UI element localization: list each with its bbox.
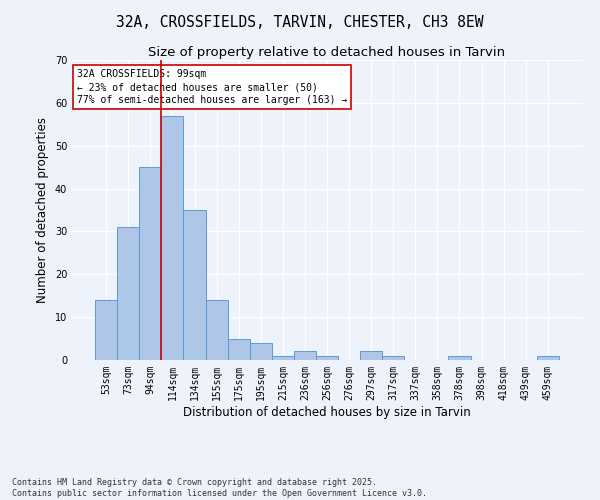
Title: Size of property relative to detached houses in Tarvin: Size of property relative to detached ho… <box>148 46 506 59</box>
Bar <box>206 300 227 360</box>
Text: 32A, CROSSFIELDS, TARVIN, CHESTER, CH3 8EW: 32A, CROSSFIELDS, TARVIN, CHESTER, CH3 8… <box>116 15 484 30</box>
Bar <box>161 116 184 360</box>
Bar <box>294 352 316 360</box>
X-axis label: Distribution of detached houses by size in Tarvin: Distribution of detached houses by size … <box>183 406 471 418</box>
Bar <box>227 338 250 360</box>
Bar <box>250 343 272 360</box>
Bar <box>95 300 117 360</box>
Bar <box>382 356 404 360</box>
Bar <box>537 356 559 360</box>
Text: Contains HM Land Registry data © Crown copyright and database right 2025.
Contai: Contains HM Land Registry data © Crown c… <box>12 478 427 498</box>
Bar <box>184 210 206 360</box>
Bar <box>360 352 382 360</box>
Y-axis label: Number of detached properties: Number of detached properties <box>36 117 49 303</box>
Bar <box>316 356 338 360</box>
Bar <box>117 227 139 360</box>
Bar <box>139 167 161 360</box>
Bar <box>448 356 470 360</box>
Text: 32A CROSSFIELDS: 99sqm
← 23% of detached houses are smaller (50)
77% of semi-det: 32A CROSSFIELDS: 99sqm ← 23% of detached… <box>77 69 347 106</box>
Bar <box>272 356 294 360</box>
